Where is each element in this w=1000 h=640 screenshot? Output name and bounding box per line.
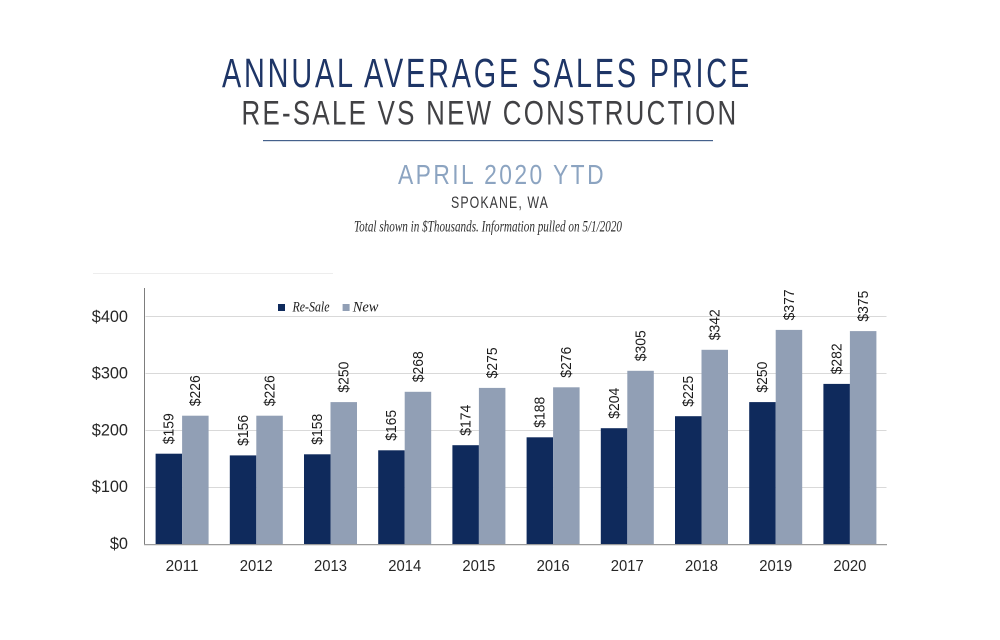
svg-text:$100: $100 [92, 478, 128, 496]
svg-text:2015: 2015 [462, 558, 495, 575]
svg-text:$165: $165 [383, 410, 400, 441]
svg-text:$225: $225 [680, 376, 697, 407]
svg-text:$159: $159 [161, 413, 178, 444]
svg-text:$377: $377 [781, 289, 798, 320]
svg-text:$200: $200 [92, 421, 128, 439]
svg-text:$275: $275 [484, 347, 501, 378]
svg-text:$250: $250 [754, 362, 771, 393]
svg-text:$0: $0 [110, 535, 128, 553]
svg-text:Total shown in $Thousands. Inf: Total shown in $Thousands. Information p… [354, 219, 622, 236]
svg-text:$188: $188 [532, 397, 549, 428]
svg-text:$268: $268 [410, 351, 427, 382]
svg-text:$226: $226 [261, 375, 278, 406]
svg-text:$158: $158 [309, 414, 326, 445]
svg-text:2018: 2018 [685, 558, 718, 575]
svg-text:2014: 2014 [388, 558, 421, 575]
svg-text:$282: $282 [828, 343, 845, 374]
svg-text:2019: 2019 [759, 558, 792, 575]
svg-text:$375: $375 [855, 291, 872, 322]
svg-text:2020: 2020 [833, 558, 866, 575]
svg-text:$342: $342 [707, 309, 724, 340]
svg-text:SPOKANE, WA: SPOKANE, WA [451, 193, 549, 212]
svg-text:2013: 2013 [314, 558, 347, 575]
svg-text:$250: $250 [336, 362, 353, 393]
svg-text:2017: 2017 [611, 558, 644, 575]
svg-text:2011: 2011 [166, 558, 199, 575]
svg-text:$305: $305 [632, 330, 649, 361]
svg-text:$156: $156 [235, 415, 252, 446]
svg-text:$204: $204 [606, 388, 623, 419]
svg-text:2012: 2012 [240, 558, 273, 575]
svg-text:New: New [352, 299, 379, 315]
svg-text:APRIL 2020 YTD: APRIL 2020 YTD [398, 159, 606, 190]
svg-text:Re-Sale: Re-Sale [292, 299, 330, 315]
svg-text:$276: $276 [558, 347, 575, 378]
svg-text:$174: $174 [458, 405, 475, 436]
svg-text:2016: 2016 [537, 558, 570, 575]
svg-text:$300: $300 [92, 365, 128, 383]
svg-text:$400: $400 [92, 308, 128, 326]
svg-text:ANNUAL AVERAGE SALES PRICE: ANNUAL AVERAGE SALES PRICE [222, 50, 752, 96]
svg-text:$226: $226 [187, 375, 204, 406]
svg-text:RE-SALE VS NEW CONSTRUCTION: RE-SALE VS NEW CONSTRUCTION [242, 95, 739, 133]
